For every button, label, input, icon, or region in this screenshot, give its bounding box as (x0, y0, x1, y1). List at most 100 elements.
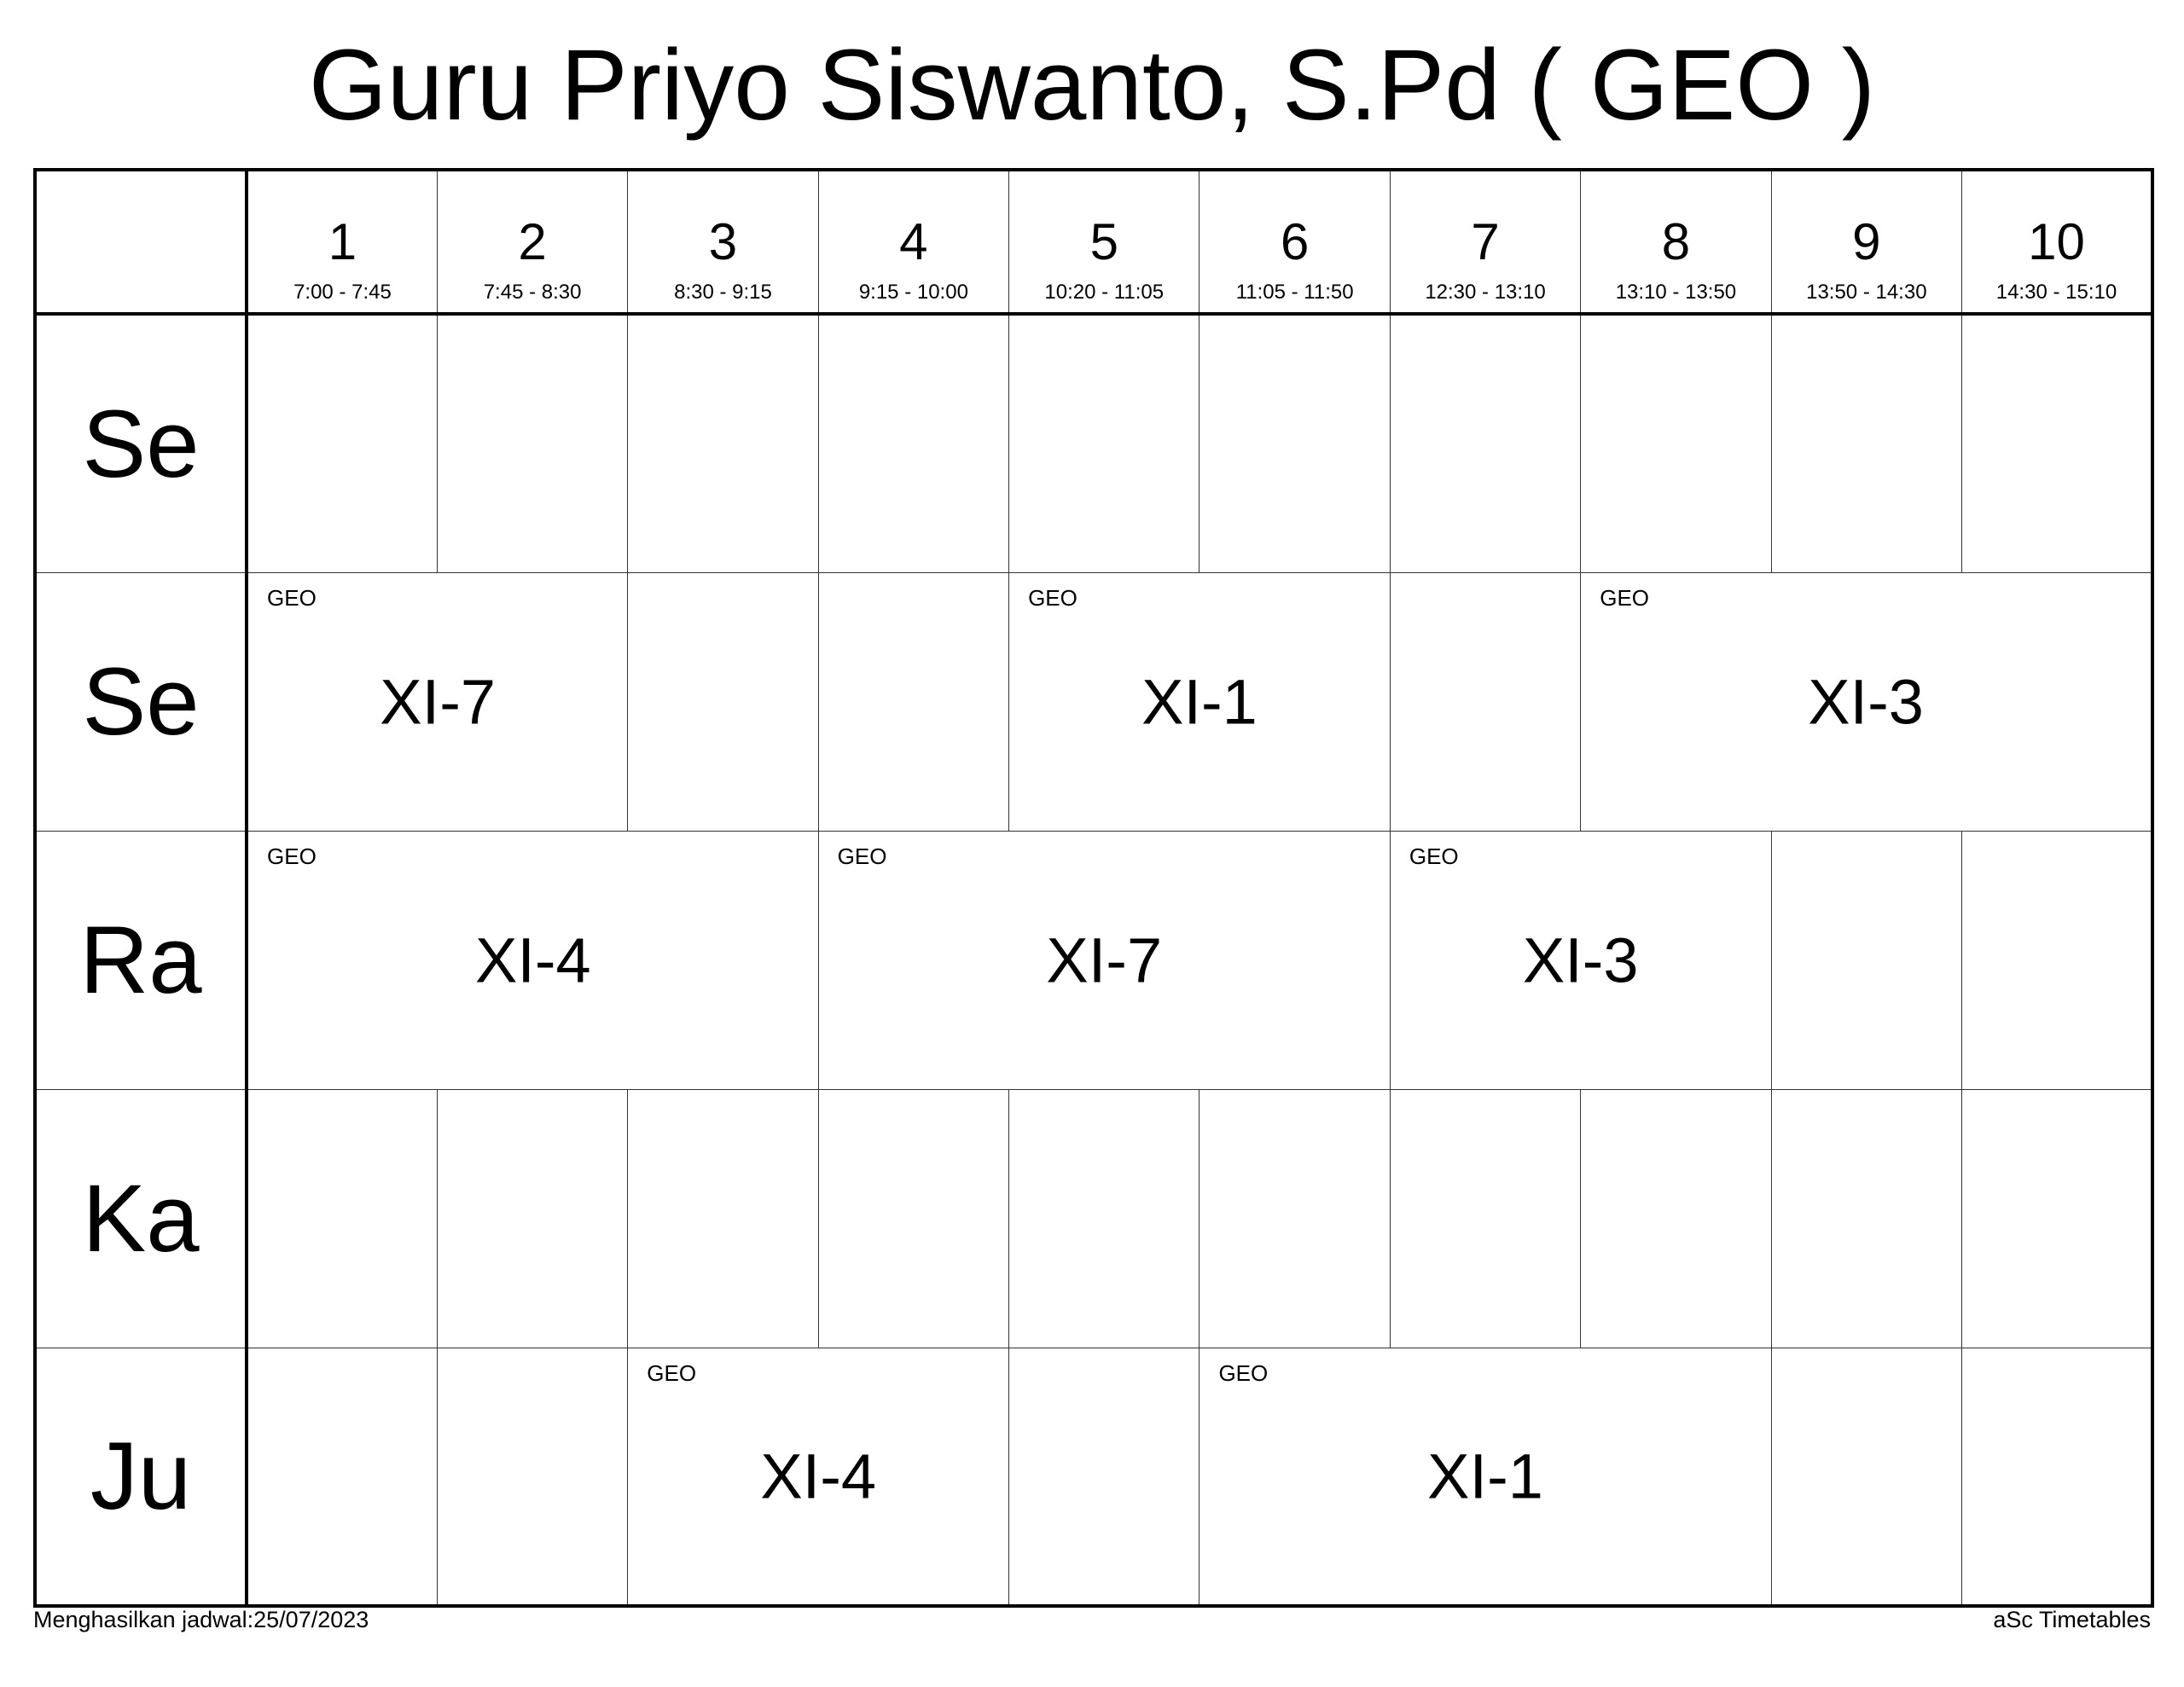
empty-slot (1008, 1347, 1200, 1607)
period-header-3: 3 8:30 - 9:15 (627, 169, 819, 316)
period-number: 7 (1471, 213, 1500, 270)
lesson-card[interactable]: GEO XI-3 (1389, 830, 1772, 1090)
day-row: Ra GEO XI-4 GEO XI-7 GEO XI-3 (34, 830, 2153, 1090)
empty-slot (436, 313, 629, 573)
empty-slot (1008, 1088, 1200, 1348)
lesson-card[interactable]: GEO XI-7 (817, 830, 1391, 1090)
brand-label: aSc Timetables (1993, 1607, 2151, 1632)
period-time: 13:10 - 13:50 (1615, 281, 1737, 304)
period-header-10: 10 14:30 - 15:10 (1961, 169, 2153, 316)
lesson-subject: GEO (267, 843, 317, 869)
lesson-class: XI-3 (1808, 666, 1924, 737)
empty-slot (1770, 1088, 1963, 1348)
empty-slot (1008, 313, 1200, 573)
lesson-card[interactable]: GEO XI-7 (246, 571, 629, 832)
day-label: Ra (34, 830, 248, 1090)
lesson-card[interactable]: GEO XI-1 (1199, 1347, 1772, 1607)
empty-slot (1580, 1088, 1772, 1348)
lesson-subject: GEO (1218, 1359, 1269, 1386)
lesson-card[interactable]: GEO XI-3 (1580, 571, 2153, 832)
period-time: 11:05 - 11:50 (1235, 281, 1354, 304)
lesson-class: XI-4 (474, 925, 591, 995)
period-number: 10 (2028, 213, 2085, 270)
lesson-card[interactable]: GEO XI-1 (1008, 571, 1391, 832)
empty-slot (1389, 313, 1582, 573)
period-number: 5 (1089, 213, 1118, 270)
empty-slot (627, 571, 819, 832)
period-header-6: 6 11:05 - 11:50 (1199, 169, 1391, 316)
empty-slot (1770, 1347, 1963, 1607)
timetable-grid: 1 7:00 - 7:45 2 7:45 - 8:30 3 8:30 - 9:15 4 9:1… (33, 168, 2154, 1608)
lesson-class: XI-1 (1141, 666, 1258, 737)
empty-slot (1580, 313, 1772, 573)
lesson-subject: GEO (1028, 584, 1077, 611)
empty-slot (1961, 830, 2153, 1090)
day-label: Ju (34, 1347, 248, 1607)
period-time: 8:30 - 9:15 (674, 281, 772, 304)
day-row: Ju GEO XI-4 GEO XI-1 (34, 1347, 2153, 1607)
period-header-2: 2 7:45 - 8:30 (436, 169, 629, 316)
lesson-class: XI-7 (380, 666, 496, 737)
period-time: 13:50 - 14:30 (1806, 281, 1927, 304)
day-label: Se (34, 571, 248, 832)
corner-cell (34, 169, 248, 316)
day-row: Se GEO XI-7 GEO XI-1 GEO XI-3 (34, 571, 2153, 832)
period-time: 12:30 - 13:10 (1425, 281, 1546, 304)
period-header-7: 7 12:30 - 13:10 (1389, 169, 1582, 316)
lesson-class: XI-3 (1522, 925, 1639, 995)
page-title: Guru Priyo Siswanto, S.Pd ( GEO ) (308, 29, 1876, 142)
period-number: 4 (899, 213, 928, 270)
period-time: 7:45 - 8:30 (483, 281, 582, 304)
empty-slot (627, 313, 819, 573)
period-header-5: 5 10:20 - 11:05 (1008, 169, 1200, 316)
empty-slot (1199, 313, 1391, 573)
empty-slot (817, 313, 1010, 573)
day-label: Se (34, 313, 248, 573)
empty-slot (1389, 571, 1582, 832)
lesson-class: XI-1 (1427, 1441, 1543, 1512)
period-number: 6 (1280, 213, 1310, 270)
period-number: 2 (518, 213, 547, 270)
lesson-class: XI-7 (1046, 925, 1163, 995)
empty-slot (1961, 1088, 2153, 1348)
lesson-subject: GEO (837, 843, 887, 869)
period-header-4: 4 9:15 - 10:00 (817, 169, 1010, 316)
lesson-subject: GEO (647, 1359, 697, 1386)
day-row: Ka (34, 1088, 2153, 1348)
period-time: 7:00 - 7:45 (293, 281, 392, 304)
lesson-subject: GEO (1409, 843, 1459, 869)
lesson-subject: GEO (1600, 584, 1650, 611)
generated-date: Menghasilkan jadwal:25/07/2023 (33, 1607, 369, 1632)
lesson-card[interactable]: GEO XI-4 (627, 1347, 1010, 1607)
lesson-card[interactable]: GEO XI-4 (246, 830, 819, 1090)
empty-slot (436, 1088, 629, 1348)
empty-slot (246, 313, 438, 573)
empty-slot (1961, 1347, 2153, 1607)
period-header-9: 9 13:50 - 14:30 (1770, 169, 1963, 316)
period-header-1: 1 7:00 - 7:45 (246, 169, 438, 316)
period-number: 8 (1661, 213, 1691, 270)
period-time: 9:15 - 10:00 (858, 281, 968, 304)
empty-slot (436, 1347, 629, 1607)
empty-slot (627, 1088, 819, 1348)
empty-slot (1389, 1088, 1582, 1348)
empty-slot (1199, 1088, 1391, 1348)
period-number: 9 (1852, 213, 1881, 270)
period-header-row: 1 7:00 - 7:45 2 7:45 - 8:30 3 8:30 - 9:15 4 9:1… (34, 169, 2153, 316)
empty-slot (1770, 830, 1963, 1090)
lesson-class: XI-4 (760, 1441, 877, 1512)
empty-slot (246, 1088, 438, 1348)
empty-slot (817, 571, 1010, 832)
empty-slot (1770, 313, 1963, 573)
period-number: 3 (708, 213, 738, 270)
empty-slot (246, 1347, 438, 1607)
day-label: Ka (34, 1088, 248, 1348)
empty-slot (1961, 313, 2153, 573)
period-time: 14:30 - 15:10 (1995, 281, 2117, 304)
period-header-8: 8 13:10 - 13:50 (1580, 169, 1772, 316)
period-time: 10:20 - 11:05 (1044, 281, 1165, 304)
period-number: 1 (328, 213, 357, 270)
day-row: Se (34, 313, 2153, 573)
lesson-subject: GEO (267, 584, 317, 611)
empty-slot (817, 1088, 1010, 1348)
